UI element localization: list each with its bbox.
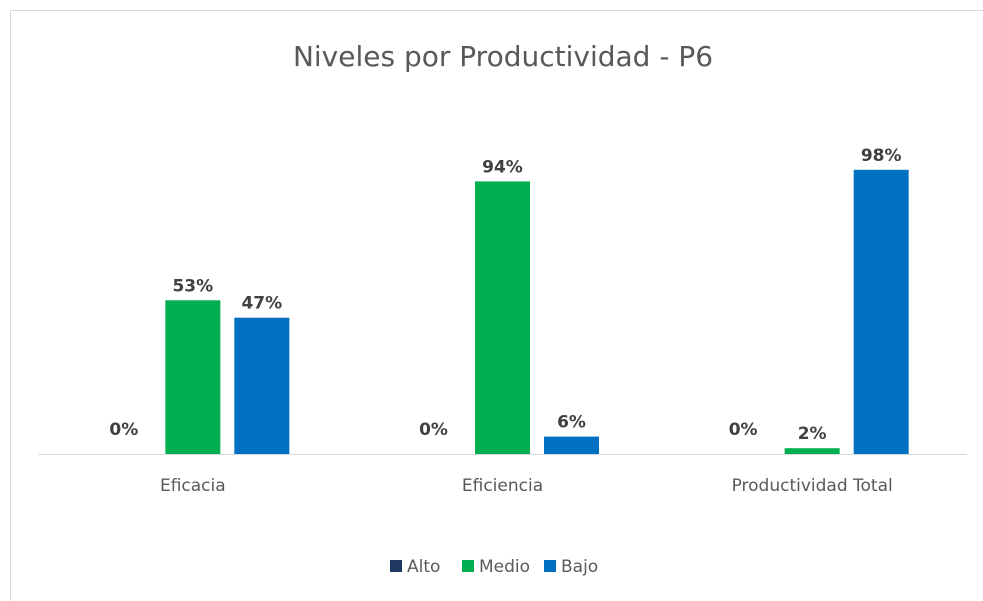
x-tick-label: Productividad Total (731, 476, 893, 496)
legend-label: Medio (479, 557, 530, 577)
legend-label: Alto (407, 557, 440, 577)
x-tick-label: Eficiencia (461, 476, 544, 496)
data-label: 94% (482, 157, 523, 177)
data-label: 47% (241, 294, 282, 314)
x-tick-label: Eficacia (159, 476, 226, 496)
data-label: 53% (172, 276, 213, 296)
bar (475, 181, 530, 454)
bar (234, 317, 290, 454)
bar (165, 300, 221, 454)
chart-title: Niveles por Productividad - P6 (293, 40, 713, 73)
bar (853, 169, 909, 455)
legend-swatch (462, 560, 474, 572)
legend-swatch (390, 560, 402, 572)
bar (544, 436, 599, 454)
data-label: 6% (557, 413, 586, 433)
data-label: 98% (861, 146, 902, 166)
legend-swatch (544, 560, 556, 572)
legend-label: Bajo (561, 557, 598, 577)
data-label: 0% (109, 420, 138, 440)
data-label: 0% (419, 420, 448, 440)
data-label: 0% (729, 420, 758, 440)
data-label: 2% (798, 424, 827, 444)
bar (784, 448, 840, 454)
